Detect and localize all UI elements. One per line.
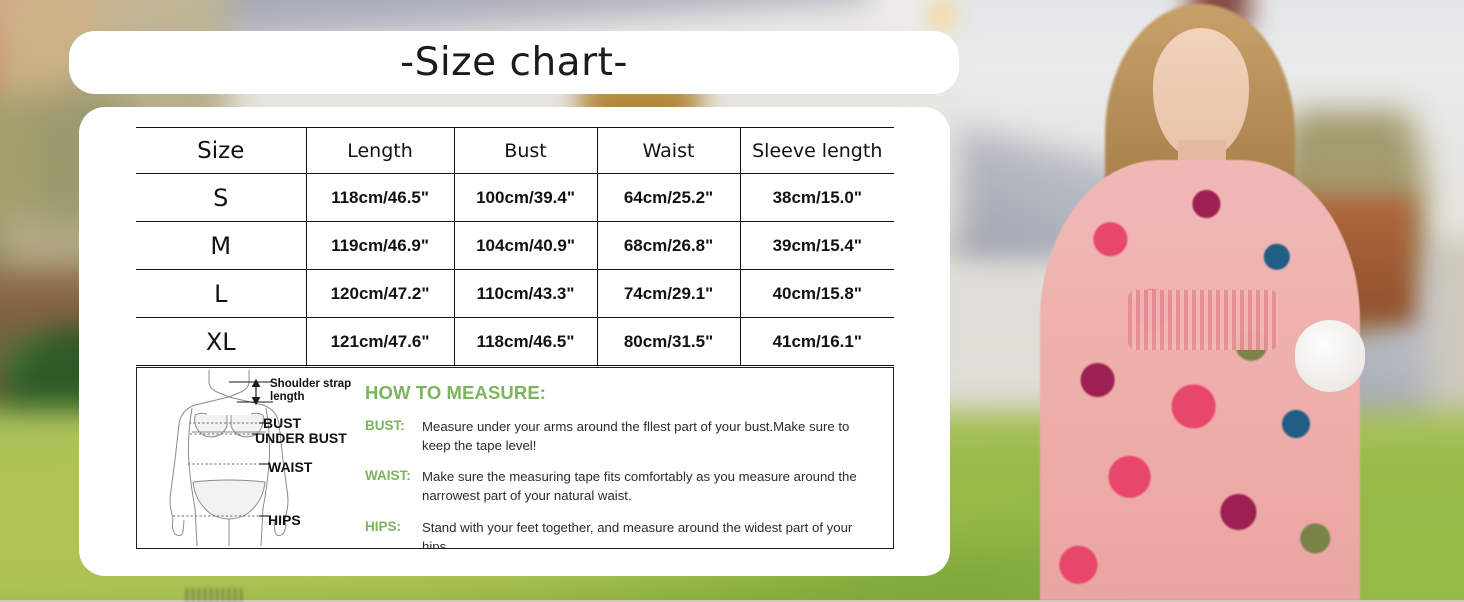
measure-instruction-bust: BUST: Measure under your arms around the… (365, 417, 879, 455)
cell-size: L (136, 269, 306, 318)
measure-instruction-hips: HIPS: Stand with your feet together, and… (365, 518, 879, 549)
table-row: XL 121cm/47.6" 118cm/46.5" 80cm/31.5" 41… (136, 317, 894, 366)
cell-bust: 118cm/46.5" (453, 317, 597, 366)
handbag (1295, 320, 1365, 392)
porch-light (925, 0, 959, 35)
model-face (1153, 28, 1249, 158)
measure-label-bust: BUST: (365, 418, 405, 433)
shoulder-strap-line-2: length (270, 390, 305, 403)
column-header-size: Size (136, 127, 306, 174)
body-measurement-diagram: Shoulder strap length BUST UNDER BUST WA… (137, 368, 365, 548)
column-header-bust: Bust (453, 127, 597, 174)
diagram-label-shoulder-strap: Shoulder strap length (270, 378, 351, 404)
content-card: Size Length Bust Waist Sleeve length S 1… (79, 107, 950, 576)
diagram-label-waist: WAIST (268, 459, 313, 475)
measure-instruction-waist: WAIST: Make sure the measuring tape fits… (365, 467, 879, 505)
cell-waist: 68cm/26.8" (596, 221, 740, 270)
measure-text-bust: Measure under your arms around the flles… (422, 419, 850, 454)
title-card: -Size chart- (69, 31, 959, 94)
table-header-row: Size Length Bust Waist Sleeve length (136, 127, 894, 174)
cell-waist: 64cm/25.2" (596, 173, 740, 222)
cell-waist: 74cm/29.1" (596, 269, 740, 318)
cell-size: M (136, 221, 306, 270)
cell-bust: 100cm/39.4" (453, 173, 597, 222)
cell-size: S (136, 173, 306, 222)
table-row: S 118cm/46.5" 100cm/39.4" 64cm/25.2" 38c… (136, 173, 894, 222)
cell-length: 121cm/47.6" (305, 317, 454, 366)
how-to-measure-box: Shoulder strap length BUST UNDER BUST WA… (136, 367, 894, 549)
diagram-label-bust: BUST (263, 415, 302, 431)
table-row: L 120cm/47.2" 110cm/43.3" 74cm/29.1" 40c… (136, 269, 894, 318)
model-photo (1010, 0, 1380, 600)
table-row: M 119cm/46.9" 104cm/40.9" 68cm/26.8" 39c… (136, 221, 894, 270)
diagram-label-hips: HIPS (268, 512, 301, 528)
measure-text-hips: Stand with your feet together, and measu… (422, 519, 853, 549)
cell-size: XL (136, 317, 306, 366)
barcode-watermark (186, 588, 246, 602)
page-title: -Size chart- (400, 40, 628, 85)
column-header-length: Length (305, 127, 454, 174)
diagram-label-under-bust: UNDER BUST (255, 430, 347, 446)
cell-sleeve: 41cm/16.1" (739, 317, 894, 366)
dress-waistband (1128, 290, 1278, 350)
measure-label-hips: HIPS: (365, 518, 402, 534)
column-header-waist: Waist (596, 127, 740, 174)
measure-text-waist: Make sure the measuring tape fits comfor… (422, 469, 857, 504)
female-body-outline-icon (169, 370, 289, 547)
size-chart-table: Size Length Bust Waist Sleeve length S 1… (136, 127, 894, 366)
cell-length: 118cm/46.5" (305, 173, 454, 222)
measure-label-waist: WAIST: (365, 468, 411, 484)
cell-bust: 104cm/40.9" (453, 221, 597, 270)
cell-length: 119cm/46.9" (305, 221, 454, 270)
shoulder-strap-line-1: Shoulder strap (270, 378, 352, 390)
cell-sleeve: 38cm/15.0" (739, 173, 894, 222)
how-to-measure-text: HOW TO MEASURE: BUST: Measure under your… (365, 368, 893, 548)
cell-sleeve: 39cm/15.4" (739, 221, 894, 270)
double-arrow-icon (251, 378, 261, 406)
column-header-sleeve-length: Sleeve length (739, 127, 894, 174)
how-to-measure-title: HOW TO MEASURE: (365, 382, 547, 403)
cell-waist: 80cm/31.5" (596, 317, 740, 366)
cell-bust: 110cm/43.3" (453, 269, 597, 318)
cell-sleeve: 40cm/15.8" (739, 269, 894, 318)
cell-length: 120cm/47.2" (305, 269, 454, 318)
